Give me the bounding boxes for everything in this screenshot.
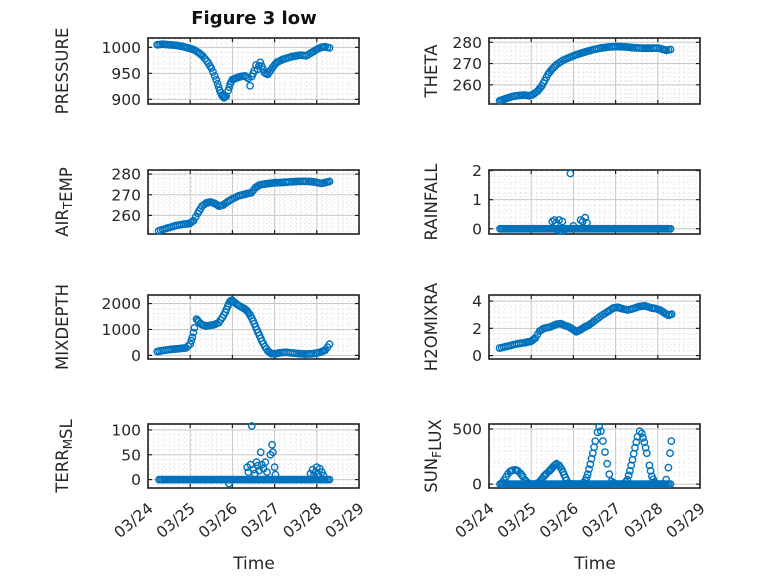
svg-text:50: 50 [121,446,141,464]
svg-text:0: 0 [472,220,482,238]
svg-text:900: 900 [111,91,141,109]
y-tick-labels: 260 270 280 [452,34,482,95]
subplot-mixdepth: 0 1000 2000 MIXDEPTH [53,284,360,370]
svg-text:03/29: 03/29 [663,499,709,542]
y-axis-label: H2OMIXRA [422,282,441,371]
major-grid [489,38,700,104]
svg-text:1000: 1000 [102,321,141,339]
figure-title: Figure 3 low [191,8,317,29]
y-tick-labels: 0 500 [452,420,482,493]
axes-box [147,423,360,489]
svg-text:03/27: 03/27 [578,499,624,542]
svg-text:2: 2 [472,320,482,338]
svg-text:03/28: 03/28 [621,499,667,542]
data-markers [495,42,675,105]
svg-text:1000: 1000 [102,39,141,57]
data-markers [154,177,334,235]
data-markers [495,301,676,352]
svg-text:03/26: 03/26 [195,499,241,542]
data-markers [153,40,334,102]
axes-box [488,294,701,360]
svg-text:03/26: 03/26 [536,499,582,542]
plot-area [489,295,700,359]
svg-text:260: 260 [111,207,141,225]
y-tick-labels: 0 50 100 [111,421,141,489]
y-axis-label: TERRMSL [53,418,76,493]
svg-text:1: 1 [472,191,482,209]
subplot-airtemp: 260 270 280 AIRTEMP [53,166,360,237]
svg-text:0: 0 [131,471,141,489]
x-axis-label-right: Time [574,554,616,574]
y-axis-label: MIXDEPTH [53,284,72,370]
y-tick-labels: 0 1 2 [472,162,482,238]
data-markers [496,422,676,488]
y-tick-labels: 260 270 280 [111,166,141,225]
svg-text:100: 100 [111,421,141,439]
subplot-theta: 260 270 280 THETA [422,34,701,105]
subplot-terrmsl: 0 50 100 TERRMSL 03/2403/2503/2603/2703/2803… [53,418,368,541]
y-tick-labels: 900 950 1000 [102,39,141,109]
subplot-rainfall: 0 1 2 RAINFALL [422,162,701,241]
svg-text:03/27: 03/27 [237,499,283,542]
svg-text:260: 260 [452,76,482,94]
data-markers [496,169,675,236]
y-axis-label: SUNFLUX [422,419,445,493]
subplot-pressure: 900 950 1000 PRESSURE [53,28,360,115]
svg-text:03/24: 03/24 [452,499,498,542]
y-axis-label: THETA [422,44,441,99]
y-axis-label: RAINFALL [422,163,441,241]
svg-text:280: 280 [111,166,141,184]
svg-text:4: 4 [472,293,482,311]
svg-text:270: 270 [452,55,482,73]
y-axis-label: PRESSURE [53,28,72,115]
axes-box [147,37,360,105]
svg-text:2: 2 [472,162,482,180]
svg-text:500: 500 [452,420,482,438]
svg-text:270: 270 [111,186,141,204]
subplot-h2omixra: 0 2 4 H2OMIXRA [422,282,701,371]
svg-text:03/25: 03/25 [494,499,540,542]
x-axis-label-left: Time [233,554,275,574]
subplot-sunflux: 0 500 SUNFLUX 03/2403/2503/2603/2703/2803/2… [422,419,709,542]
svg-text:2000: 2000 [102,295,141,313]
svg-text:03/24: 03/24 [111,499,157,542]
svg-text:03/28: 03/28 [280,499,326,542]
y-tick-labels: 0 1000 2000 [102,295,141,365]
axes-box [488,37,701,105]
svg-text:0: 0 [472,347,482,365]
svg-text:03/25: 03/25 [153,499,199,542]
y-tick-labels: 0 2 4 [472,293,482,365]
y-axis-label: AIRTEMP [53,167,76,237]
data-markers [153,296,334,358]
svg-text:03/29: 03/29 [322,499,368,542]
svg-text:0: 0 [131,347,141,365]
svg-text:950: 950 [111,65,141,83]
axes-box [147,169,360,235]
svg-text:280: 280 [452,34,482,52]
svg-text:0: 0 [472,476,482,494]
data-markers [155,422,334,488]
